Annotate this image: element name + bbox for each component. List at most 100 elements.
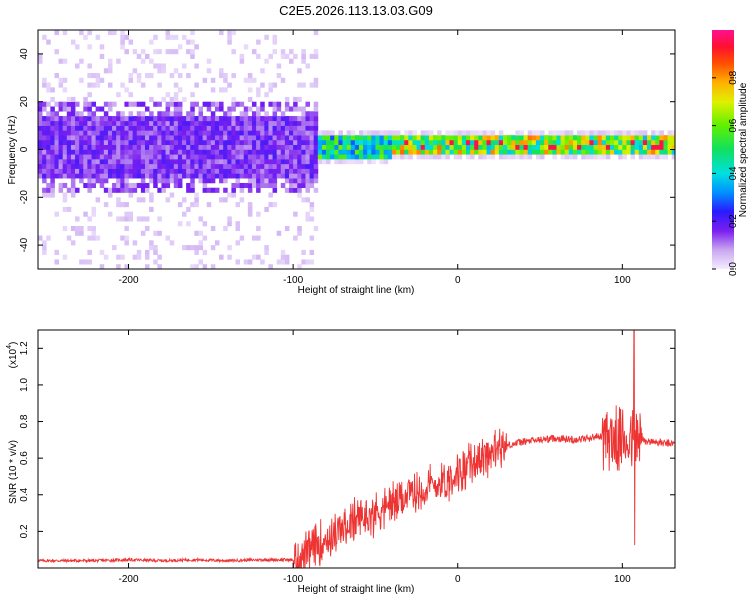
spectrogram-cell [70, 159, 76, 165]
spectrogram-cell [334, 159, 339, 165]
spectrogram-cell [103, 125, 109, 131]
spectrogram-cell [190, 130, 195, 136]
spectrogram-cell [194, 230, 199, 236]
spectrogram-cell [227, 30, 232, 36]
spectrogram-cell [268, 173, 273, 179]
spectrogram-cell [50, 130, 55, 136]
spectrogram-cell [470, 139, 475, 146]
spectrogram-cell [247, 116, 253, 122]
spectrogram-cell [149, 168, 154, 174]
spectrogram-cell [272, 39, 278, 45]
spectrogram-cell [593, 130, 599, 136]
spectrogram-cell [371, 139, 376, 146]
spectrogram-cell [202, 116, 208, 122]
spectrogram-cell [375, 149, 380, 155]
spectrogram-cell [276, 125, 282, 131]
spectrogram-cell [214, 130, 220, 136]
spectrogram-cell [214, 163, 220, 169]
spectrogram-cell [552, 149, 557, 155]
spectrogram-cell [219, 159, 224, 165]
spectrogram-cell [280, 120, 286, 126]
spectrogram-cell [301, 197, 306, 203]
spectrogram-cell [548, 135, 553, 141]
spectrogram-cell [256, 87, 261, 93]
spectrogram-cell [465, 144, 471, 150]
spectrogram-cell [515, 144, 520, 150]
spectrogram-cell [556, 130, 562, 136]
spectrogram-cell [153, 130, 158, 136]
spectrogram-cell [371, 130, 376, 136]
spectrogram-cell [284, 101, 290, 107]
spectrogram-cell [99, 173, 105, 179]
spectrogram-cell [428, 144, 434, 150]
spectrogram-cell [38, 144, 43, 150]
spectrogram-cell [301, 49, 306, 55]
spectrogram-cells [38, 30, 675, 269]
spectrogram-cell [66, 120, 72, 126]
spectrogram-cell [605, 135, 611, 141]
spectrogram-cell [124, 159, 129, 165]
spectrogram-cell [173, 49, 179, 55]
spectrogram-cell [651, 144, 656, 150]
spectrogram-cell [165, 135, 171, 141]
spectrogram-cell [305, 154, 310, 160]
spectrogram-cell [293, 135, 298, 141]
spectrogram-cell [379, 139, 385, 146]
spectrogram-cell [140, 130, 146, 136]
spectrogram-cell [62, 163, 68, 169]
spectrogram-cell [428, 154, 434, 160]
spectrogram-cell [338, 159, 343, 165]
spectrogram-x-label: Height of straight line (km) [298, 285, 415, 296]
spectrogram-cell [95, 34, 101, 40]
spectrogram-cell [498, 139, 504, 146]
spectrogram-cell [276, 63, 282, 69]
spectrogram-cell [177, 135, 183, 141]
spectrogram-cell [544, 149, 549, 155]
spectrogram-cell [305, 135, 310, 141]
spectrogram-cell [128, 139, 134, 146]
spectrogram-cell [182, 159, 187, 165]
spectrogram-cell [169, 34, 175, 40]
spectrogram-cell [235, 182, 241, 189]
spectrogram-cell [128, 159, 134, 165]
spectrogram-cell [87, 82, 92, 88]
spectrogram-cell [655, 149, 660, 155]
spectrogram-cell [103, 254, 109, 260]
spectrogram-cell [268, 135, 273, 141]
spectrogram-cell [264, 92, 269, 98]
spectrogram-cell [449, 130, 455, 136]
spectrogram-cell [663, 135, 668, 141]
spectrogram-cell [309, 144, 315, 150]
spectrogram-cell [293, 173, 298, 179]
spectrogram-cell [268, 163, 273, 169]
spectrogram-cell [544, 144, 549, 150]
spectrogram-cell [124, 211, 129, 217]
spectrogram-cell [391, 154, 397, 160]
spectrogram-cell [474, 139, 479, 146]
spectrogram-cell [169, 49, 175, 55]
spectrogram-cell [552, 144, 557, 150]
spectrogram-cell [140, 197, 146, 203]
spectrogram-cell [490, 154, 496, 160]
spectrogram-cell [177, 44, 183, 50]
spectrogram-cell [219, 87, 224, 93]
spectrogram-cell [153, 159, 158, 165]
spectrogram-cell [54, 30, 59, 36]
spectrogram-cell [87, 163, 92, 169]
spectrogram-cell [210, 87, 216, 93]
spectrogram-cell [247, 159, 253, 165]
spectrogram-cell [198, 154, 203, 160]
spectrogram-cell [231, 30, 236, 36]
spectrogram-cell [99, 53, 105, 59]
spectrogram-cell [50, 192, 55, 198]
spectrogram-cell [289, 182, 294, 189]
spectrogram-cell [527, 135, 533, 141]
spectrogram-cell [128, 120, 134, 126]
spectrogram-cell [301, 259, 306, 265]
snr-x-label: Height of straight line (km) [298, 584, 415, 595]
colorbar-tick-label: 0.2 [728, 214, 739, 228]
spectrogram-cell [289, 154, 294, 160]
spectrogram-cell [231, 139, 236, 146]
spectrogram-cell [309, 206, 315, 212]
spectrogram-cell [95, 235, 101, 241]
